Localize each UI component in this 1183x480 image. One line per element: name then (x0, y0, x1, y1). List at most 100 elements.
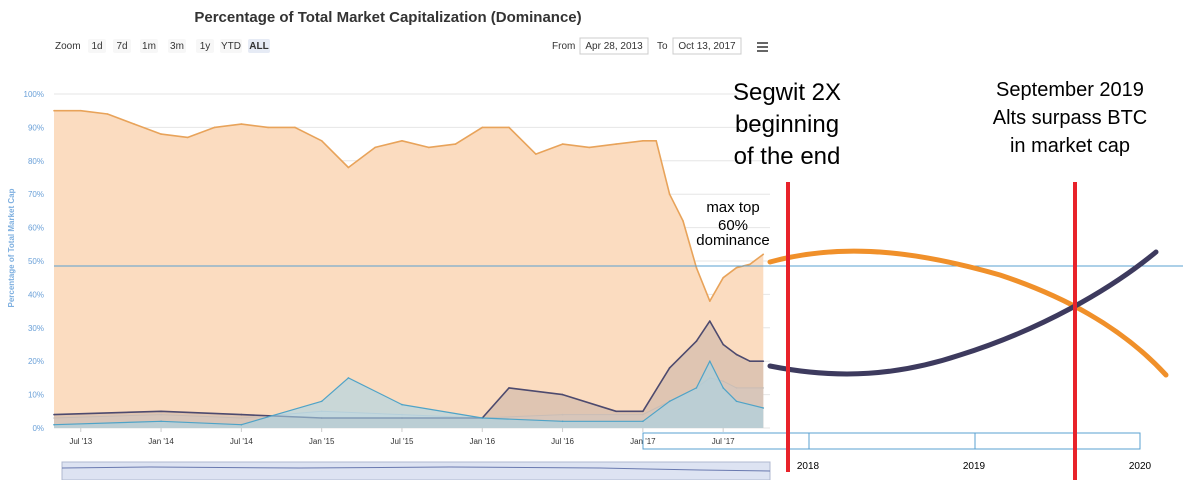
hamburger-menu-icon[interactable] (755, 40, 769, 54)
series-point-btc (722, 276, 724, 279)
series-point-alts (160, 410, 162, 413)
series-point-alts (240, 413, 243, 416)
projection-label-2019: 2019 (963, 461, 986, 472)
y-axis-label: Percentage of Total Market Cap (7, 188, 16, 307)
series-point-btc (454, 143, 457, 145)
segwit-annotation-line-3: of the end (734, 143, 841, 170)
series-point-btc (615, 143, 617, 145)
zoom-button-7d[interactable]: 7d (116, 41, 127, 52)
zoom-button-bg-1m[interactable] (140, 39, 158, 53)
zoom-toolbar: Zoom 1d 7d 1m 3m 1y YTD ALL (55, 39, 270, 53)
series-point-btc (160, 133, 162, 135)
zoom-button-bg-1d[interactable] (88, 39, 106, 53)
zoom-button-bg-ytd[interactable] (220, 39, 242, 53)
series-point-eth (722, 387, 724, 389)
y-tick-label: 10% (28, 391, 44, 400)
series-point-alts (561, 393, 564, 396)
series-point-alts (735, 353, 738, 356)
y-tick-label: 90% (28, 123, 44, 132)
series-point-btc (347, 166, 350, 169)
x-tick-label: Jul '17 (712, 437, 735, 446)
crossover-annotation-line-3: in market cap (1010, 135, 1130, 157)
max-top-annotation-line-3: dominance (696, 232, 769, 249)
series-point-alts (668, 367, 671, 369)
series-point-eth (695, 387, 698, 389)
series-point-eth (642, 420, 644, 423)
series-point-btc (187, 136, 189, 139)
to-label: To (657, 41, 668, 52)
series-area-btc (54, 110, 764, 428)
series-point-btc (401, 140, 403, 142)
projection-timeline-box (642, 432, 1141, 450)
series-point-btc (267, 126, 269, 129)
zoom-button-bg-all[interactable] (248, 39, 270, 53)
zoom-button-3m[interactable]: 3m (170, 41, 184, 52)
series-point-eth (762, 407, 765, 409)
series-point-btc (695, 266, 698, 269)
series-point-eth (561, 420, 564, 423)
series-point-eth (240, 423, 243, 426)
series-point-btc (682, 220, 684, 222)
series-point-alts (508, 387, 510, 389)
series-point-eth (668, 400, 671, 403)
from-date-input-box[interactable] (579, 37, 649, 55)
series-point-btc (106, 113, 109, 115)
from-label: From (552, 41, 575, 52)
crossover-annotation-line-1: September 2019 (996, 79, 1144, 101)
series-point-btc (427, 146, 430, 149)
projection-label-2020: 2020 (1129, 461, 1152, 472)
projection-btc-curve (767, 248, 1169, 378)
series-point-btc (133, 123, 136, 125)
series-point-btc (561, 143, 564, 145)
zoom-button-ytd[interactable]: YTD (221, 41, 241, 52)
series-point-alts (695, 340, 698, 343)
series-point-btc (762, 253, 765, 256)
series-point-btc (642, 140, 644, 142)
series-point-eth (160, 420, 162, 423)
series-point-alts (642, 410, 644, 413)
x-tick-label: Jan '14 (148, 437, 174, 446)
series-point-alts (762, 360, 765, 363)
to-date-input-box[interactable] (672, 37, 742, 55)
zoom-button-bg-3m[interactable] (168, 39, 186, 53)
navigator-window[interactable] (61, 461, 771, 480)
zoom-button-bg-1y[interactable] (196, 39, 214, 53)
series-point-eth (401, 403, 403, 406)
crossover-annotation-line-2: Alts surpass BTC (993, 107, 1147, 129)
projection-alts-curve (767, 249, 1159, 377)
series-point-btc (535, 153, 537, 155)
x-tick-label: Jul '14 (230, 437, 253, 446)
chart-title: Percentage of Total Market Capitalizatio… (194, 9, 581, 26)
x-tick-label: Jan '16 (469, 437, 495, 446)
y-tick-label: 80% (28, 157, 44, 166)
series-point-btc (240, 123, 243, 125)
series-point-btc (320, 140, 323, 142)
series-point-alts (722, 343, 724, 346)
series-point-alts (709, 320, 711, 322)
series-point-eth (347, 377, 350, 379)
series-point-btc (53, 109, 55, 112)
date-range-selector: From Apr 28, 2013 To Oct 13, 2017 (552, 37, 742, 55)
zoom-button-all[interactable]: ALL (249, 41, 268, 52)
y-tick-label: 0% (32, 424, 44, 433)
max-top-annotation-line-1: max top (706, 199, 759, 216)
y-tick-label: 40% (28, 290, 44, 299)
zoom-button-1m[interactable]: 1m (142, 41, 156, 52)
to-date-input[interactable]: Oct 13, 2017 (678, 41, 736, 52)
series-point-alts (615, 410, 617, 413)
zoom-button-1y[interactable]: 1y (200, 41, 211, 52)
series-point-btc (481, 126, 484, 129)
series-point-alts (53, 413, 55, 416)
y-tick-label: 100% (24, 90, 44, 99)
series-point-btc (588, 146, 591, 149)
series-point-eth (320, 400, 323, 403)
x-tick-label: Jan '15 (309, 437, 335, 446)
series-point-btc (709, 300, 711, 302)
zoom-button-bg-7d[interactable] (113, 39, 131, 53)
zoom-button-1d[interactable]: 1d (91, 41, 102, 52)
y-tick-label: 50% (28, 257, 44, 266)
from-date-input[interactable]: Apr 28, 2013 (585, 41, 643, 52)
series-point-eth (481, 417, 484, 419)
x-tick-label: Jul '13 (69, 437, 92, 446)
series-layer (53, 109, 765, 428)
